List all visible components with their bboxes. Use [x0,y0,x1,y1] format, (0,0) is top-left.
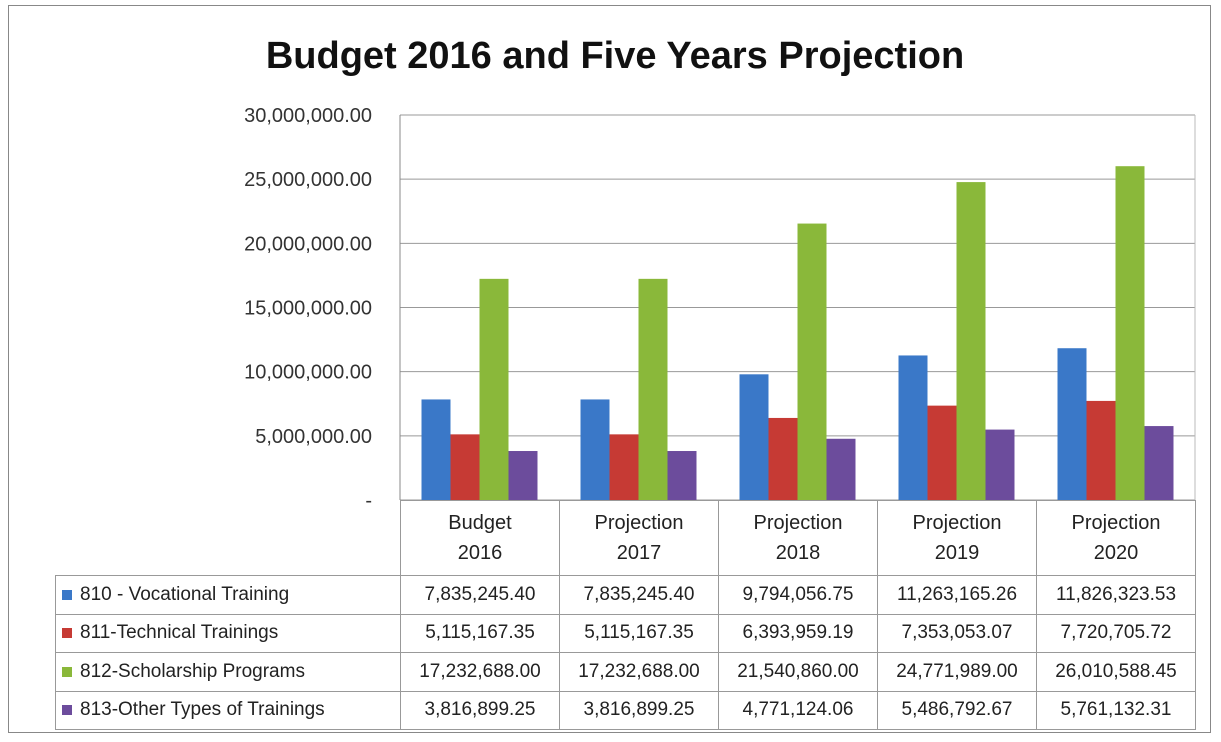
data-label: 3,816,899.25 [559,690,719,730]
data-label: 5,761,132.31 [1036,690,1196,730]
bar [580,399,610,500]
y-tick-label: 30,000,000.00 [244,105,372,127]
bar [1144,426,1174,500]
data-label: 4,771,124.06 [718,690,878,730]
legend-entry: 811-Technical Trainings [55,613,401,653]
data-label: 5,115,167.35 [400,613,560,653]
data-label: 7,835,245.40 [400,575,560,615]
bar [927,405,957,500]
data-label: 26,010,588.45 [1036,652,1196,692]
bar [1115,166,1145,500]
bar [956,182,986,500]
y-tick-label: 25,000,000.00 [244,169,372,191]
y-tick-label: 20,000,000.00 [244,233,372,255]
data-label: 5,115,167.35 [559,613,719,653]
category-header: Projection 2017 [559,500,719,576]
x-tick-label: Projection 2019 [912,512,1002,564]
y-tick-label: 5,000,000.00 [255,426,372,448]
legend-key [62,666,72,677]
legend-key [62,589,72,600]
y-tick-label: 15,000,000.00 [244,298,372,320]
bar [508,451,538,500]
data-label: 11,263,165.26 [877,575,1037,615]
x-tick-label: Projection 2018 [753,512,843,564]
category-header: Projection 2018 [718,500,878,576]
data-label: 21,540,860.00 [718,652,878,692]
data-label: 17,232,688.00 [400,652,560,692]
bar [826,438,856,500]
bar [450,434,480,500]
bar [739,374,769,500]
bar [479,278,509,500]
bar [985,429,1015,500]
legend-key [62,628,72,639]
bar [1057,348,1087,500]
bar [1086,400,1116,500]
data-label: 7,835,245.40 [559,575,719,615]
chart-title: Budget 2016 and Five Years Projection [266,35,964,77]
legend-key [62,705,72,716]
data-label: 11,826,323.53 [1036,575,1196,615]
legend-entry: 812-Scholarship Programs [55,652,401,692]
x-tick-label: Projection 2017 [594,512,684,564]
data-label: 6,393,959.19 [718,613,878,653]
data-label: 7,353,053.07 [877,613,1037,653]
legend-entry: 813-Other Types of Trainings [55,690,401,730]
y-tick-label: - [365,490,372,512]
bar [609,434,639,500]
category-header: Projection 2019 [877,500,1037,576]
data-label: 17,232,688.00 [559,652,719,692]
x-tick-label: Projection 2020 [1071,512,1161,564]
bar [898,355,928,500]
bar [667,451,697,500]
bar [421,399,451,500]
data-label: 7,720,705.72 [1036,613,1196,653]
bar [797,223,827,500]
chart-frame [8,5,1211,733]
data-label: 9,794,056.75 [718,575,878,615]
category-header: Budget 2016 [400,500,560,576]
x-tick-label: Budget 2016 [448,512,512,564]
bar [638,278,668,500]
category-header: Projection 2020 [1036,500,1196,576]
y-tick-label: 10,000,000.00 [244,362,372,384]
legend-entry: 810 - Vocational Training [55,575,401,615]
data-label: 5,486,792.67 [877,690,1037,730]
data-label: 24,771,989.00 [877,652,1037,692]
data-label: 3,816,899.25 [400,690,560,730]
bar [768,417,798,500]
